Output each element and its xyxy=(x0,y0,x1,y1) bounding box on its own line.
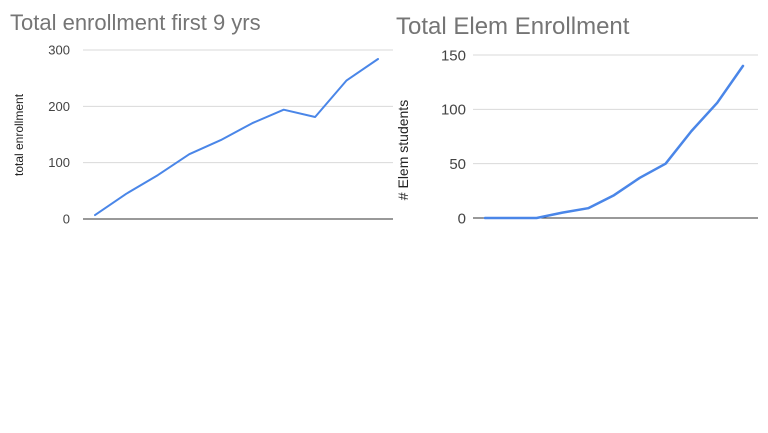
gridlines xyxy=(83,49,393,164)
chart-title: Total enrollment first 9 yrs xyxy=(10,10,261,35)
y-tick-label: 100 xyxy=(48,155,70,170)
y-tick-label: 0 xyxy=(63,212,70,227)
series-line xyxy=(94,58,379,217)
gridlines xyxy=(473,54,758,165)
y-tick-label: 150 xyxy=(441,47,466,64)
y-tick-labels: 0 50 100 150 xyxy=(441,47,466,227)
y-tick-label: 300 xyxy=(48,43,70,58)
series-line xyxy=(483,64,745,220)
series xyxy=(483,64,745,220)
y-tick-label: 0 xyxy=(458,210,466,227)
y-axis-title: total enrollment xyxy=(12,93,26,176)
enrollment-chart: Total enrollment first 9 yrs total enrol… xyxy=(10,10,393,227)
y-tick-labels: 0 100 200 300 xyxy=(48,43,70,227)
y-tick-label: 200 xyxy=(48,99,70,114)
chart-title: Total Elem Enrollment xyxy=(396,13,630,40)
y-axis-title: # Elem students xyxy=(395,100,411,200)
y-tick-label: 100 xyxy=(441,102,466,119)
series xyxy=(94,58,379,217)
elem-enrollment-chart: Total Elem Enrollment # Elem students 0 5… xyxy=(395,13,758,227)
y-tick-label: 50 xyxy=(449,156,466,173)
